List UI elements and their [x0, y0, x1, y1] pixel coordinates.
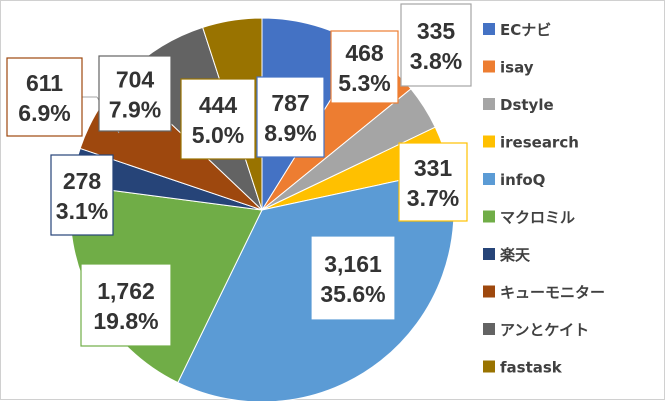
legend-swatch: [483, 210, 495, 223]
data-label-box: [80, 263, 172, 347]
data-label-value: 444: [199, 92, 238, 118]
data-label-percent: 6.9%: [18, 100, 70, 126]
legend-swatch: [483, 323, 495, 335]
data-label: 1,762 19.8%: [80, 263, 172, 347]
data-label: 611 6.9%: [6, 57, 83, 137]
legend-label: マクロミル: [500, 209, 575, 227]
data-labels: 787 8.9% 468 5.3% 335 3.8% 331 3.7% 3,161 35.6% 1,…: [6, 3, 472, 347]
data-label-percent: 3.7%: [407, 185, 459, 211]
data-label-percent: 5.0%: [192, 122, 244, 148]
legend-swatch: [483, 285, 495, 298]
data-label-value: 468: [345, 40, 384, 66]
data-label-value: 331: [414, 155, 453, 181]
legend-entry: iresearch: [483, 134, 579, 152]
legend-label: fastask: [500, 359, 563, 377]
data-label-percent: 3.1%: [56, 198, 108, 224]
data-label-box: [180, 78, 256, 160]
data-label-value: 1,762: [97, 278, 155, 304]
data-label: 335 3.8%: [400, 3, 472, 87]
legend: ECナビ isay Dstyle iresearch infoQ マクロミル楽天キューモニ…: [483, 21, 605, 377]
data-label-box: [398, 142, 468, 222]
legend-label: アンとケイト: [500, 321, 589, 339]
data-label-value: 611: [26, 70, 63, 96]
legend-entry: Dstyle: [483, 96, 554, 114]
legend-entry: マクロミル: [483, 209, 575, 227]
legend-swatch: [483, 360, 495, 373]
data-label: 278 3.1%: [50, 154, 114, 236]
data-label-percent: 19.8%: [93, 308, 158, 334]
legend-label: isay: [500, 59, 534, 77]
legend-entry: ECナビ: [483, 21, 551, 39]
legend-swatch: [483, 173, 495, 185]
legend-label: infoQ: [500, 171, 545, 189]
legend-label: 楽天: [500, 246, 531, 264]
data-label-box: [400, 3, 472, 87]
legend-label: iresearch: [500, 134, 579, 152]
data-label-box: [330, 30, 399, 104]
data-label: 3,161 35.6%: [310, 235, 396, 321]
data-label-box: [256, 76, 325, 158]
data-label-value: 335: [417, 18, 456, 44]
legend-entry: fastask: [483, 359, 563, 377]
data-label-value: 787: [271, 90, 309, 116]
data-label: 468 5.3%: [330, 30, 399, 104]
legend-swatch: [483, 98, 495, 110]
data-label-percent: 35.6%: [320, 281, 385, 307]
legend-entry: infoQ: [483, 171, 545, 189]
data-label-percent: 8.9%: [264, 120, 316, 146]
legend-swatch: [483, 135, 495, 148]
data-label-value: 278: [63, 168, 102, 194]
legend-entry: キューモニター: [483, 284, 605, 302]
data-label-box: [50, 154, 114, 236]
legend-entry: isay: [483, 59, 534, 77]
data-label-box: [6, 57, 83, 137]
legend-label: ECナビ: [500, 21, 551, 39]
data-label-value: 3,161: [324, 251, 382, 277]
data-label-box: [310, 235, 396, 321]
data-label-value: 704: [116, 67, 155, 93]
data-label: 444 5.0%: [180, 78, 256, 160]
data-label-box: [98, 55, 172, 132]
data-label-percent: 7.9%: [109, 97, 161, 123]
data-label: 704 7.9%: [98, 55, 172, 132]
data-label-percent: 3.8%: [410, 48, 462, 74]
legend-swatch: [483, 248, 495, 260]
legend-entry: アンとケイト: [483, 321, 589, 339]
legend-swatch: [483, 60, 495, 73]
legend-label: Dstyle: [500, 96, 554, 114]
legend-label: キューモニター: [500, 284, 605, 302]
legend-swatch: [483, 23, 495, 35]
legend-entry: 楽天: [483, 246, 531, 264]
data-label: 331 3.7%: [398, 142, 468, 222]
data-label-percent: 5.3%: [338, 70, 390, 96]
data-label: 787 8.9%: [256, 76, 325, 158]
